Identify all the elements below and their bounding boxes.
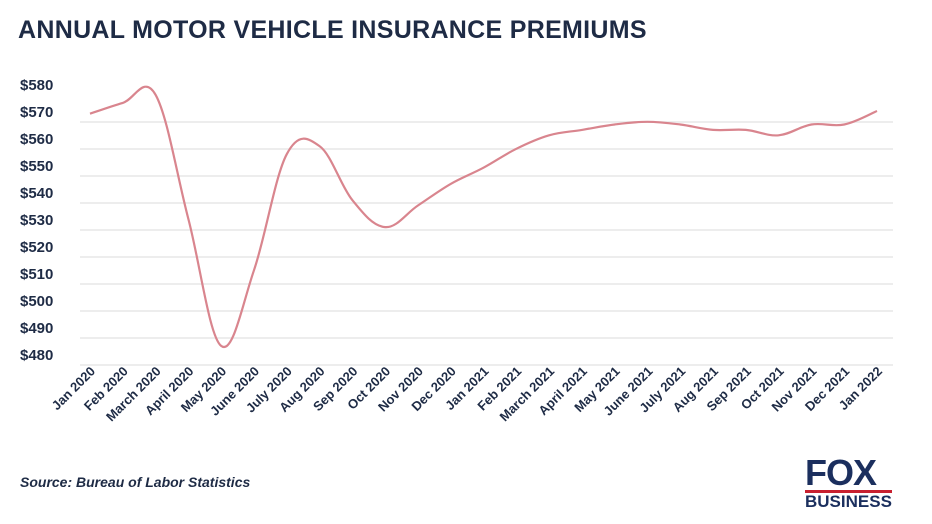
y-tick-label: $480 (20, 347, 53, 364)
fox-business-logo: FOX BUSINESS (805, 452, 892, 511)
y-tick-label: $530 (20, 212, 53, 229)
source-note: Source: Bureau of Labor Statistics (20, 474, 251, 490)
chart-title: ANNUAL MOTOR VEHICLE INSURANCE PREMIUMS (18, 16, 647, 44)
premium-series-line (89, 85, 878, 349)
y-tick-label: $560 (20, 131, 53, 148)
y-tick-label: $500 (20, 293, 53, 310)
y-tick-label: $490 (20, 320, 53, 337)
y-tick-label: $520 (20, 239, 53, 256)
line-chart: $480 $490 $500 $510 $520 $530 $540 $550 $560 $570… (20, 77, 893, 424)
y-tick-label: $550 (20, 158, 53, 175)
y-tick-label: $540 (20, 185, 53, 202)
y-tick-label: $570 (20, 104, 53, 121)
y-tick-label: $510 (20, 266, 53, 283)
y-tick-label: $580 (20, 77, 53, 94)
